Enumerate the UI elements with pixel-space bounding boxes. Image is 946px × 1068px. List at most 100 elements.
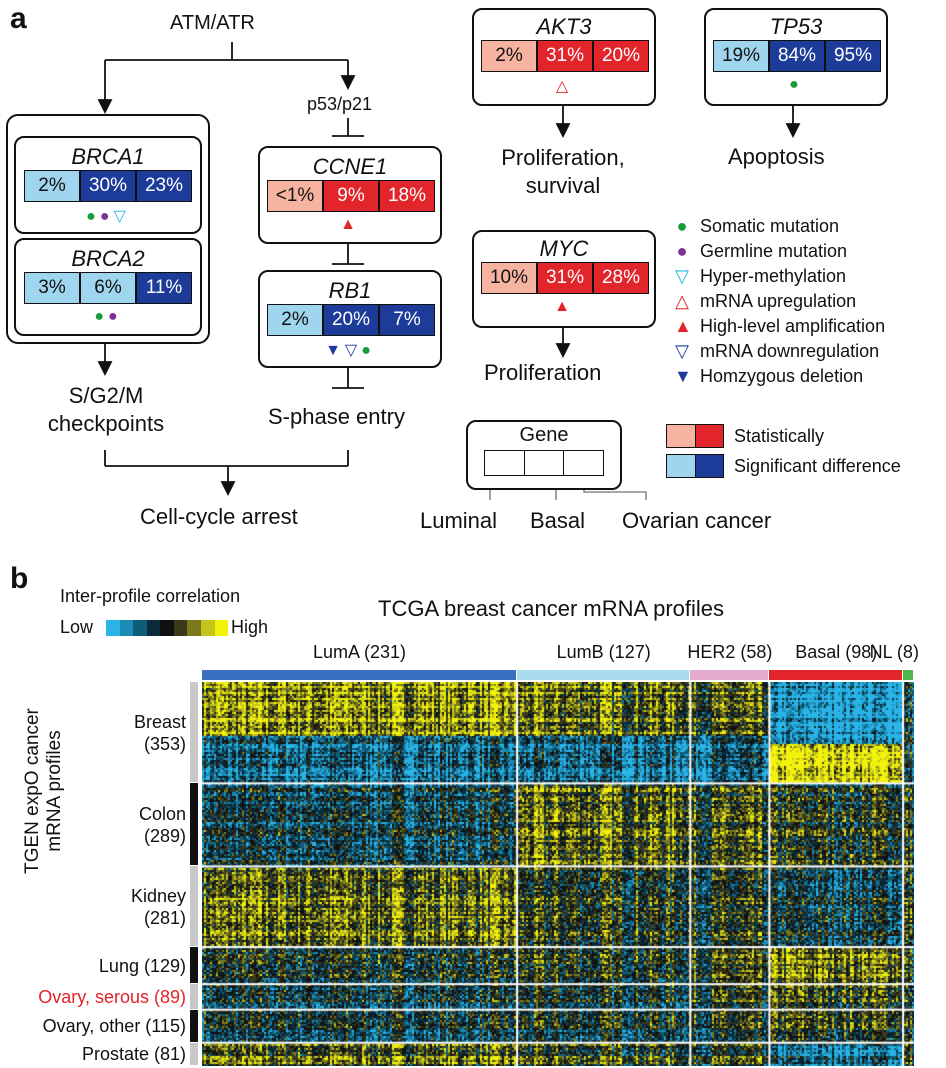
brca1-luminal-cell: 2%: [24, 170, 80, 202]
myc-box: MYC 10% 31% 28% ▲: [472, 230, 656, 328]
germline-mutation-icon: ●: [108, 308, 122, 325]
ccne1-box: CCNE1 <1% 9% 18% ▲: [258, 146, 442, 244]
gene-key-title: Gene: [519, 424, 569, 446]
row-group-label: Ovary, other (115): [43, 1015, 186, 1037]
rb1-luminal-cell: 2%: [267, 304, 323, 336]
tp53-basal-cell: 84%: [769, 40, 825, 72]
column-group-label: LumA (231): [313, 642, 407, 662]
akt3-ovarian-cell: 20%: [593, 40, 649, 72]
legend-label: Homzygous deletion: [700, 366, 864, 386]
homozygous-deletion-icon: ▼: [325, 342, 345, 359]
legend-item: ● Somatic mutation: [674, 216, 840, 237]
ccne1-name: CCNE1: [312, 154, 388, 179]
row-group-bar: [190, 947, 198, 984]
key-ovarian-label: Ovarian cancer: [622, 508, 772, 533]
brca1-box: BRCA1 2% 30% 23% ●●▽: [14, 136, 202, 234]
legend-label: Germline mutation: [700, 241, 848, 261]
row-group-bar: [190, 682, 198, 783]
colorbar-high-label: High: [231, 617, 269, 637]
column-group-label: HER2 (58): [687, 642, 773, 662]
myc-luminal-cell: 10%: [481, 262, 537, 294]
legend-item: ▼ Homzygous deletion: [674, 366, 863, 387]
akt3-basal-cell: 31%: [537, 40, 593, 72]
germline-mutation-icon: ●: [99, 208, 114, 225]
row-group-label-line: Prostate (81): [81, 1044, 186, 1065]
row-group-bar: [190, 1042, 198, 1065]
colorbar-segment: [146, 620, 161, 636]
mrna-upregulation-icon: △: [555, 78, 573, 95]
legend-symbol-icon: ▽: [675, 266, 689, 286]
mrna-downregulation-icon: ▽: [344, 342, 362, 359]
y-axis-title: TGEN expO cancer mRNA profiles: [22, 708, 65, 874]
legend-label: mRNA upregulation: [700, 291, 857, 311]
row-group-label-line: Ovary, serous (89): [38, 986, 186, 1007]
tp53-box: TP53 19% 84% 95% ●: [704, 8, 888, 106]
brca1-name: BRCA1: [71, 144, 145, 169]
apoptosis-label: Apoptosis: [728, 144, 825, 169]
row-group-bar: [190, 866, 198, 947]
column-group-label: Basal (98): [795, 642, 878, 662]
pathway-connectors: [97, 42, 801, 500]
high-level-amplification-icon: ▲: [554, 298, 574, 315]
brca2-box: BRCA2 3% 6% 11% ●●: [14, 238, 202, 336]
row-group-label-line: (289): [143, 825, 186, 846]
myc-ovarian-cell: 28%: [593, 262, 649, 294]
row-group-label: Ovary, serous (89): [38, 986, 186, 1008]
somatic-mutation-icon: ●: [361, 342, 375, 359]
gene-key-box: Gene: [466, 420, 622, 490]
akt3-luminal-cell: 2%: [481, 40, 537, 72]
column-group-bar: [903, 670, 913, 680]
proliferation-label: Proliferation: [484, 360, 602, 385]
legend-label: mRNA downregulation: [700, 341, 880, 361]
legend-label: Hyper-methylation: [700, 266, 847, 286]
colorbar-segment: [187, 620, 201, 636]
heatmap-title: TCGA breast cancer mRNA profiles: [378, 596, 725, 621]
legend-symbol-icon: ●: [676, 216, 688, 236]
legend-label: High-level amplification: [700, 316, 886, 336]
legend-symbol-icon: ▲: [674, 316, 692, 336]
legend-symbol-icon: △: [675, 291, 689, 311]
rb1-basal-cell: 20%: [323, 304, 379, 336]
legend-symbol-icon: ●: [676, 241, 688, 261]
legend-item: ● Germline mutation: [674, 241, 848, 262]
key-luminal-label: Luminal: [420, 508, 498, 533]
colorbar-segment: [173, 620, 188, 636]
row-group-bar: [190, 984, 198, 1009]
akt3-box: AKT3 2% 31% 20% △: [472, 8, 656, 106]
hyper-methylation-icon: ▽: [113, 208, 130, 225]
correlation-heatmap: [202, 682, 914, 1066]
tp53-name: TP53: [769, 14, 823, 39]
rb1-name: RB1: [328, 278, 372, 303]
legend-item: ▽ Hyper-methylation: [674, 266, 846, 287]
statistically-label: Statistically: [734, 426, 825, 446]
colorbar-segment: [214, 620, 229, 636]
legend-item: △ mRNA upregulation: [674, 291, 856, 312]
row-group-label-line: Breast: [133, 711, 186, 732]
row-group-label: Breast (353): [134, 711, 186, 755]
gene-key-ovarian-cell: [564, 450, 605, 476]
gene-key-basal-cell: [524, 450, 565, 476]
proliferation-survival-label: Proliferation, survival: [501, 145, 625, 198]
legend-item: ▽ mRNA downregulation: [674, 341, 879, 362]
column-group-label: NL (8): [869, 642, 919, 662]
atm-atr-label: ATM/ATR: [170, 12, 255, 34]
row-group-label-line: Colon: [138, 803, 186, 824]
row-group-label-line: Lung (129): [98, 955, 186, 976]
colorbar-title: Inter-profile correlation: [60, 586, 241, 606]
tp53-luminal-cell: 19%: [713, 40, 769, 72]
colorbar-segment: [160, 620, 174, 636]
row-group-label: Lung (129): [99, 955, 186, 977]
row-group-label: Kidney (281): [131, 885, 186, 929]
brca2-ovarian-cell: 11%: [136, 272, 192, 304]
row-group-label-line: (281): [143, 907, 186, 928]
colorbar-segment: [133, 620, 147, 636]
colorbar-low-label: Low: [60, 617, 94, 637]
panel-b-letter: b: [10, 562, 29, 595]
ccne1-luminal-cell: <1%: [267, 180, 323, 212]
myc-name: MYC: [539, 236, 589, 261]
column-group-bar: [202, 670, 517, 680]
somatic-mutation-icon: ●: [86, 208, 100, 225]
somatic-mutation-icon: ●: [94, 308, 108, 325]
high-level-amplification-icon: ▲: [340, 216, 360, 233]
colorbar-segment: [119, 620, 134, 636]
